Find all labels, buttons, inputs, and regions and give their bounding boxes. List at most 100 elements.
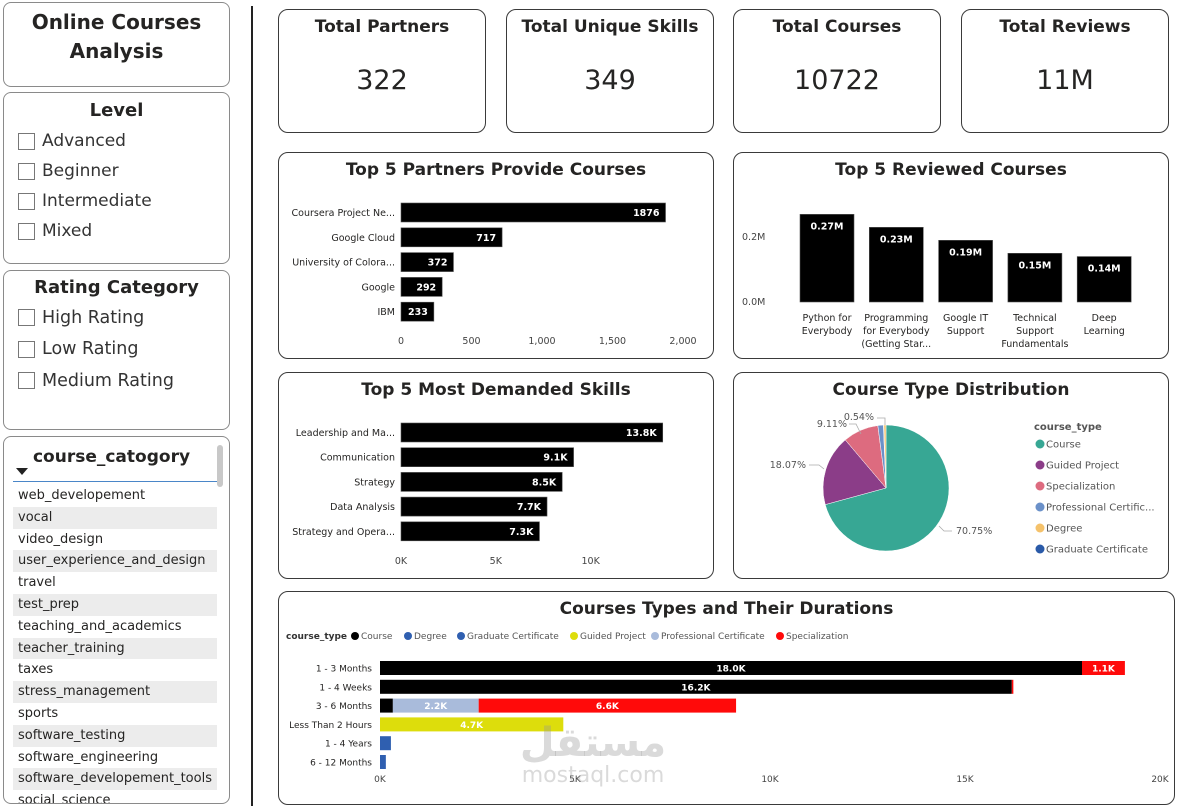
legend-label: Guided Project <box>1046 461 1119 472</box>
category-option[interactable]: software_developement_tools <box>13 768 217 791</box>
category-label: 3 - 6 Months <box>316 702 372 712</box>
bar <box>1007 253 1063 303</box>
category-label: (Getting Star... <box>861 339 931 350</box>
checkbox[interactable] <box>18 372 35 390</box>
legend-label: Course <box>361 632 393 642</box>
data-label: 18.0K <box>716 665 746 675</box>
rating-option-label: High Rating <box>42 307 145 328</box>
legend-label: Professional Certific... <box>1046 503 1155 514</box>
rating-option[interactable]: High Rating <box>18 302 229 334</box>
data-label: 0.15M <box>1018 260 1051 271</box>
data-label: 0.27M <box>811 221 844 232</box>
category-label: Google <box>361 282 395 293</box>
category-label: Deep <box>1092 313 1117 324</box>
checkbox[interactable] <box>18 132 35 150</box>
checkbox[interactable] <box>18 340 35 358</box>
app-title: Online Courses Analysis <box>31 10 202 63</box>
bar-segment <box>380 717 564 732</box>
pie-chart-card: Course Type Distribution 70.75% 18.07% 9.1… <box>733 372 1169 579</box>
sidebar-divider <box>251 6 253 806</box>
category-option[interactable]: stress_management <box>13 681 217 703</box>
category-option[interactable]: user_experience_and_design <box>13 550 217 573</box>
legend-marker <box>351 632 359 640</box>
category-option[interactable]: video_design <box>18 531 104 547</box>
level-option[interactable]: Mixed <box>18 216 229 246</box>
title-card <box>3 2 230 87</box>
category-label: Google Cloud <box>331 233 395 244</box>
legend-label: Guided Project <box>580 632 646 642</box>
bar-segment <box>380 661 1082 675</box>
x-tick-label: 2,000 <box>669 336 696 347</box>
data-label: 4.7K <box>460 721 484 731</box>
x-tick-label: 1,500 <box>599 336 626 347</box>
data-label: 8.5K <box>532 477 557 488</box>
partners-chart-card: Top 5 Partners Provide Courses Coursera … <box>278 152 714 359</box>
category-label: for Everybody <box>863 326 930 337</box>
category-label: Support <box>947 326 985 337</box>
level-option[interactable]: Intermediate <box>18 186 229 216</box>
skills-chart-card: Top 5 Most Demanded Skills Leadership an… <box>278 372 714 579</box>
sort-arrow-icon[interactable] <box>16 468 28 475</box>
checkbox[interactable] <box>18 222 35 240</box>
category-option[interactable]: software_testing <box>13 724 217 747</box>
bar <box>799 214 855 303</box>
pie-chart-title: Course Type Distribution <box>832 380 1070 400</box>
x-tick-label: 0 <box>398 336 404 347</box>
legend-title: course_type <box>286 632 347 642</box>
bar <box>400 496 548 517</box>
category-label: Programming <box>864 313 928 324</box>
checkbox[interactable] <box>18 192 35 210</box>
rating-option-label: Low Rating <box>42 339 139 360</box>
legend-label: Specialization <box>786 632 848 642</box>
pie-data-label: 9.11% <box>817 419 847 430</box>
category-option[interactable]: social_science <box>18 793 111 804</box>
leader-line <box>938 525 952 532</box>
category-option[interactable]: taxes <box>18 662 54 678</box>
legend-marker <box>570 632 578 640</box>
level-option[interactable]: Advanced <box>18 126 229 156</box>
category-option[interactable]: teacher_training <box>13 637 217 660</box>
level-option-label: Mixed <box>42 221 93 241</box>
category-option[interactable]: teaching_and_academics <box>18 618 182 634</box>
category-option[interactable]: software_engineering <box>18 749 159 765</box>
category-label: Python for <box>802 313 851 324</box>
durations-chart-title: Courses Types and Their Durations <box>559 599 894 619</box>
data-label: 0.23M <box>880 234 913 245</box>
category-label: 1 - 4 Years <box>325 740 372 750</box>
category-scrollbar[interactable] <box>217 445 223 487</box>
category-option[interactable]: test_prep <box>13 593 217 616</box>
kpi-card: Total Reviews 11M <box>961 9 1169 133</box>
legend-marker <box>776 632 784 640</box>
category-option[interactable]: sports <box>18 705 59 721</box>
checkbox[interactable] <box>18 162 35 180</box>
x-tick-label: 1,000 <box>528 336 555 347</box>
data-label: 7.7K <box>517 502 542 513</box>
rating-slicer-title: Rating Category <box>34 277 199 298</box>
level-option-label: Beginner <box>42 161 119 181</box>
rating-option[interactable]: Low Rating <box>18 334 229 366</box>
bar <box>400 202 666 223</box>
category-label: Less Than 2 Hours <box>289 721 372 731</box>
category-option[interactable]: vocal <box>13 506 217 529</box>
checkbox[interactable] <box>18 309 35 327</box>
category-option[interactable]: web_developement <box>18 488 146 503</box>
durations-stacked-bar-chart: course_type Course Degree Graduate Certific… <box>286 632 1170 785</box>
category-label: 1 - 3 Months <box>316 665 372 675</box>
x-tick-label: 10K <box>761 775 779 785</box>
x-tick-label: 20K <box>1151 775 1169 785</box>
kpi-value: 10722 <box>794 65 880 96</box>
rating-option-label: Medium Rating <box>42 370 174 391</box>
partners-bar-chart: Coursera Project Ne... 1876 Google Cloud 71… <box>292 202 697 347</box>
level-option[interactable]: Beginner <box>18 156 229 186</box>
bar-segment <box>1011 679 1014 694</box>
category-label: Everybody <box>802 326 853 337</box>
legend-marker <box>457 632 465 640</box>
legend-label: Graduate Certificate <box>1046 545 1148 556</box>
x-tick-label: 5K <box>490 556 503 567</box>
legend-marker <box>1035 523 1045 533</box>
rating-option[interactable]: Medium Rating <box>18 365 229 397</box>
reviewed-bar-chart: 0.0M 0.2M 0.27M Python for Everybody 0.23M Pro… <box>742 214 1132 350</box>
category-label: Learning <box>1084 326 1125 337</box>
category-option[interactable]: travel <box>18 575 56 591</box>
